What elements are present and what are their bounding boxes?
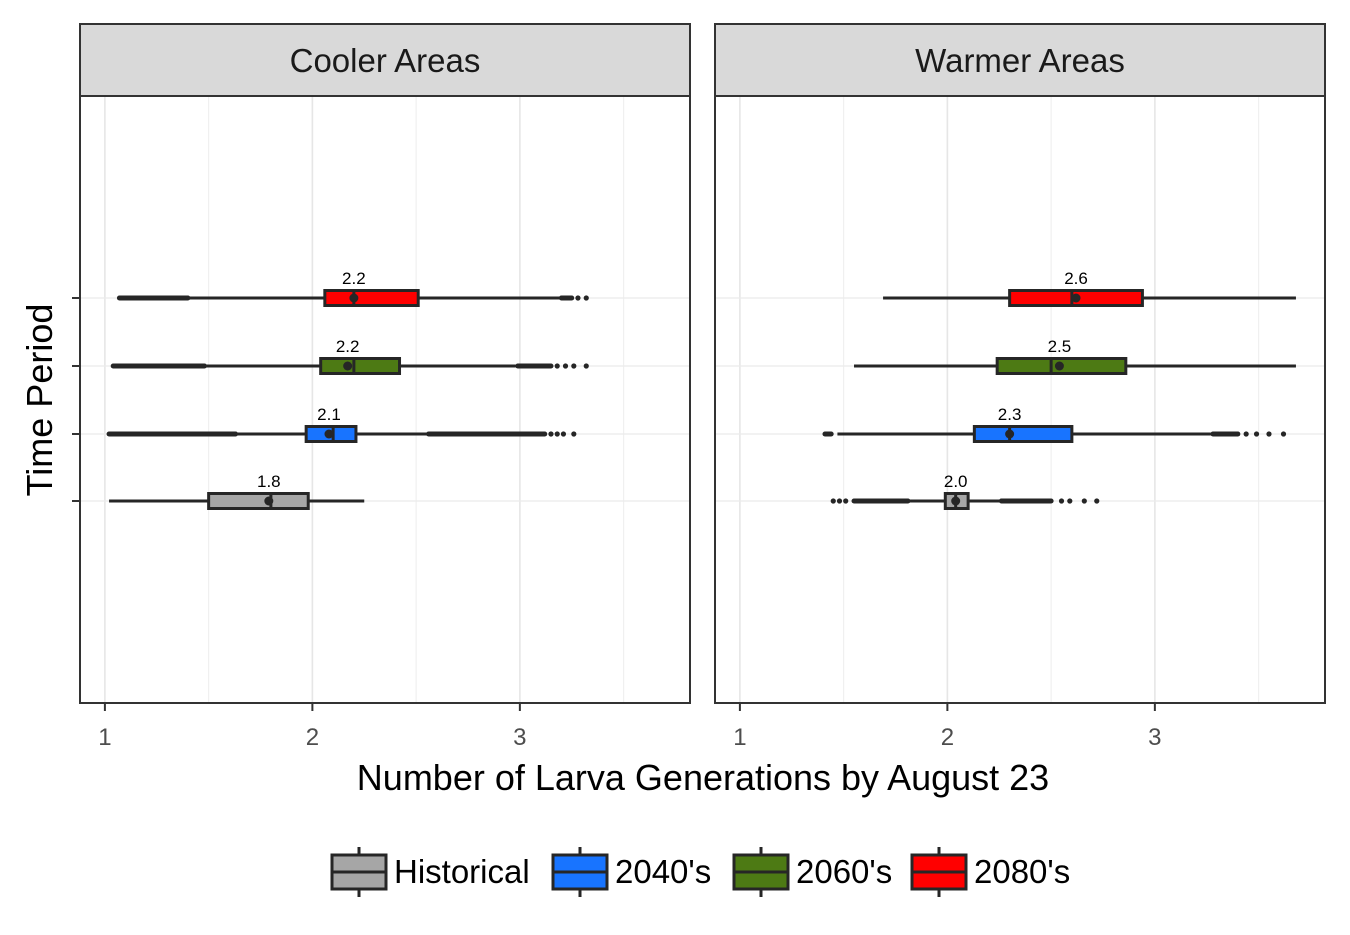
x-tick-label: 3	[1148, 724, 1161, 751]
box-2080s: 2.6	[883, 269, 1296, 307]
outlier-point	[1067, 498, 1073, 504]
outlier-point	[560, 431, 567, 437]
y-axis-title: Time Period	[19, 304, 60, 497]
legend-item-2080s: 2080's	[910, 847, 1070, 897]
legend-label: 2040's	[615, 853, 711, 890]
plot-area	[715, 96, 1325, 703]
box-iqr	[972, 425, 1074, 443]
x-tick-label: 2	[941, 724, 954, 751]
outlier-point	[1266, 431, 1272, 437]
box-iqr	[323, 289, 420, 307]
outlier-point	[1253, 431, 1260, 437]
x-tick-label: 1	[733, 724, 746, 751]
legend-label: Historical	[394, 853, 530, 890]
box-2040s: 2.1	[106, 405, 577, 443]
outlier-point	[571, 431, 577, 437]
legend-item-2060s: 2060's	[732, 847, 892, 897]
legend-label: 2080's	[974, 853, 1070, 890]
mean-point	[264, 496, 274, 506]
x-tick-label: 2	[306, 724, 319, 751]
outlier-point	[575, 295, 581, 301]
box-2060s: 2.5	[854, 337, 1296, 375]
outlier-point	[836, 498, 843, 504]
data-label: 2.2	[336, 337, 360, 356]
panel-border	[714, 95, 1326, 704]
outlier-point	[1243, 431, 1249, 437]
outlier-point	[548, 431, 554, 437]
box-2080s: 2.2	[116, 269, 589, 307]
panel-2: Warmer Areas 2.0 2.3 2.5 2.6 1 2 3	[714, 23, 1326, 751]
data-label: 2.1	[317, 405, 341, 424]
panel-border	[79, 95, 691, 704]
outlier-point	[583, 363, 589, 369]
legend-item-2040s: 2040's	[551, 847, 711, 897]
box-2040s: 2.3	[822, 405, 1287, 443]
x-tick-label: 3	[513, 724, 526, 751]
data-label: 2.3	[998, 405, 1022, 424]
mean-point	[343, 361, 353, 371]
outlier-point	[1280, 431, 1287, 437]
outlier-point	[554, 363, 560, 369]
panel-1: Cooler Areas 1.8 2.1 2.2 2.2 1 2 3	[72, 23, 691, 751]
outlier-point	[1094, 498, 1100, 504]
data-label: 2.5	[1048, 337, 1072, 356]
box-historical: 2.0	[830, 472, 1100, 510]
outlier-point	[1058, 498, 1065, 504]
data-label: 1.8	[257, 472, 281, 491]
box-historical: 1.8	[109, 472, 365, 510]
box-2060s: 2.2	[110, 337, 589, 375]
panel-strip	[79, 23, 691, 97]
outlier-point	[583, 295, 589, 301]
legend: Historical 2040's 2060's 2080's	[330, 847, 1070, 897]
panel-title: Warmer Areas	[915, 42, 1125, 79]
box-iqr	[207, 492, 310, 510]
data-label: 2.0	[944, 472, 968, 491]
outlier-point	[554, 431, 560, 437]
mean-point	[1005, 429, 1015, 439]
legend-item-historical: Historical	[330, 847, 530, 897]
outlier-point	[843, 498, 849, 504]
box-iqr	[319, 357, 402, 375]
legend-label: 2060's	[796, 853, 892, 890]
mean-point	[951, 496, 961, 506]
mean-point	[1054, 361, 1064, 371]
mean-point	[324, 429, 334, 439]
plot-area	[80, 96, 690, 703]
data-label: 2.6	[1064, 269, 1088, 288]
outlier-point	[571, 363, 577, 369]
mean-point	[349, 293, 359, 303]
panel-title: Cooler Areas	[290, 42, 481, 79]
outlier-point	[1081, 498, 1087, 504]
outlier-point	[562, 363, 569, 369]
data-label: 2.2	[342, 269, 366, 288]
panel-strip	[714, 23, 1326, 97]
mean-point	[1071, 293, 1081, 303]
x-axis-title: Number of Larva Generations by August 23	[357, 757, 1049, 798]
outlier-point	[830, 498, 836, 504]
x-tick-label: 1	[98, 724, 111, 751]
